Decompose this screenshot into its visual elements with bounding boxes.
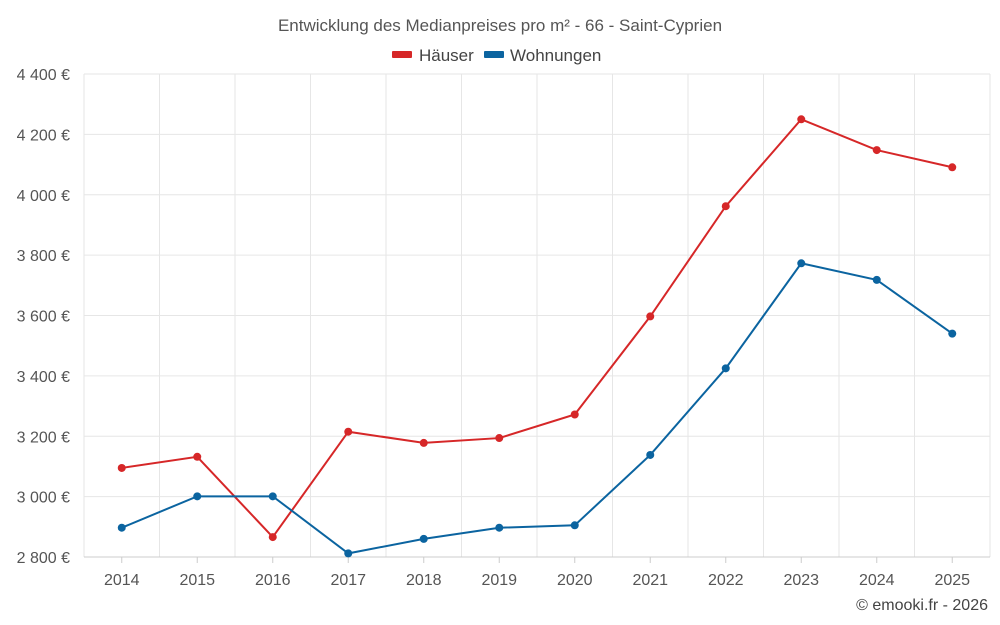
chart-title: Entwicklung des Medianpreises pro m² - 6… — [278, 16, 722, 35]
grid — [83, 73, 991, 557]
data-point-wohnungen[interactable] — [268, 492, 277, 501]
x-tick-label: 2019 — [481, 572, 517, 589]
y-tick-label: 3 800 € — [17, 248, 70, 265]
data-point-haeuser[interactable] — [948, 163, 957, 172]
series-wohnungen — [117, 259, 957, 558]
x-tick-label: 2022 — [708, 572, 744, 589]
data-point-haeuser[interactable] — [872, 146, 881, 155]
data-point-wohnungen[interactable] — [495, 523, 504, 532]
data-point-wohnungen[interactable] — [721, 364, 730, 373]
y-tick-label: 2 800 € — [17, 550, 70, 567]
legend-item-haeuser[interactable]: Häuser — [392, 46, 474, 65]
x-axis: 2014 2015 2016 2017 2018 2019 2020 2021 2022 2023… — [84, 556, 990, 589]
y-tick-label: 3 200 € — [17, 429, 70, 446]
x-tick-label: 2018 — [406, 572, 442, 589]
x-tick-label: 2025 — [934, 572, 970, 589]
x-tick-label: 2017 — [330, 572, 366, 589]
y-tick-label: 3 600 € — [17, 309, 70, 326]
data-point-wohnungen[interactable] — [948, 329, 957, 338]
series — [117, 115, 957, 558]
data-point-wohnungen[interactable] — [872, 275, 881, 284]
x-tick-label: 2015 — [179, 572, 215, 589]
x-tick-label: 2014 — [104, 572, 140, 589]
legend-swatch-haeuser — [392, 51, 412, 58]
data-point-wohnungen[interactable] — [646, 450, 655, 459]
data-point-haeuser[interactable] — [117, 463, 126, 472]
data-point-haeuser[interactable] — [268, 533, 277, 542]
data-point-haeuser[interactable] — [193, 452, 202, 461]
y-tick-label: 4 200 € — [17, 127, 70, 144]
data-point-haeuser[interactable] — [646, 312, 655, 321]
x-tick-label: 2021 — [632, 572, 668, 589]
data-point-wohnungen[interactable] — [570, 521, 579, 530]
data-point-wohnungen[interactable] — [344, 549, 353, 558]
x-tick-label: 2016 — [255, 572, 291, 589]
x-tick-label: 2024 — [859, 572, 895, 589]
legend-label-wohnungen: Wohnungen — [510, 46, 601, 65]
y-tick-label: 3 400 € — [17, 369, 70, 386]
y-tick-label: 3 000 € — [17, 490, 70, 507]
data-point-wohnungen[interactable] — [193, 492, 202, 501]
series-haeuser — [117, 115, 957, 542]
x-tick-label: 2023 — [783, 572, 819, 589]
y-tick-label: 4 400 € — [17, 67, 70, 84]
credit-text: © emooki.fr - 2026 — [856, 597, 988, 614]
data-point-haeuser[interactable] — [495, 434, 504, 443]
legend: Häuser Wohnungen — [392, 46, 601, 65]
data-point-haeuser[interactable] — [570, 410, 579, 419]
data-point-haeuser[interactable] — [721, 202, 730, 211]
x-tick-label: 2020 — [557, 572, 593, 589]
data-point-wohnungen[interactable] — [797, 259, 806, 268]
legend-label-haeuser: Häuser — [419, 46, 474, 65]
data-point-wohnungen[interactable] — [419, 534, 428, 543]
data-point-wohnungen[interactable] — [117, 523, 126, 532]
data-point-haeuser[interactable] — [419, 438, 428, 447]
series-line-wohnungen — [121, 262, 953, 555]
series-line-haeuser — [121, 118, 953, 539]
data-point-haeuser[interactable] — [797, 115, 806, 124]
y-axis: 2 800 € 3 000 € 3 200 € 3 400 € 3 600 € 3 800… — [17, 67, 70, 567]
legend-swatch-wohnungen — [484, 51, 504, 58]
data-point-haeuser[interactable] — [344, 427, 353, 436]
legend-item-wohnungen[interactable]: Wohnungen — [484, 46, 601, 65]
y-tick-label: 4 000 € — [17, 188, 70, 205]
